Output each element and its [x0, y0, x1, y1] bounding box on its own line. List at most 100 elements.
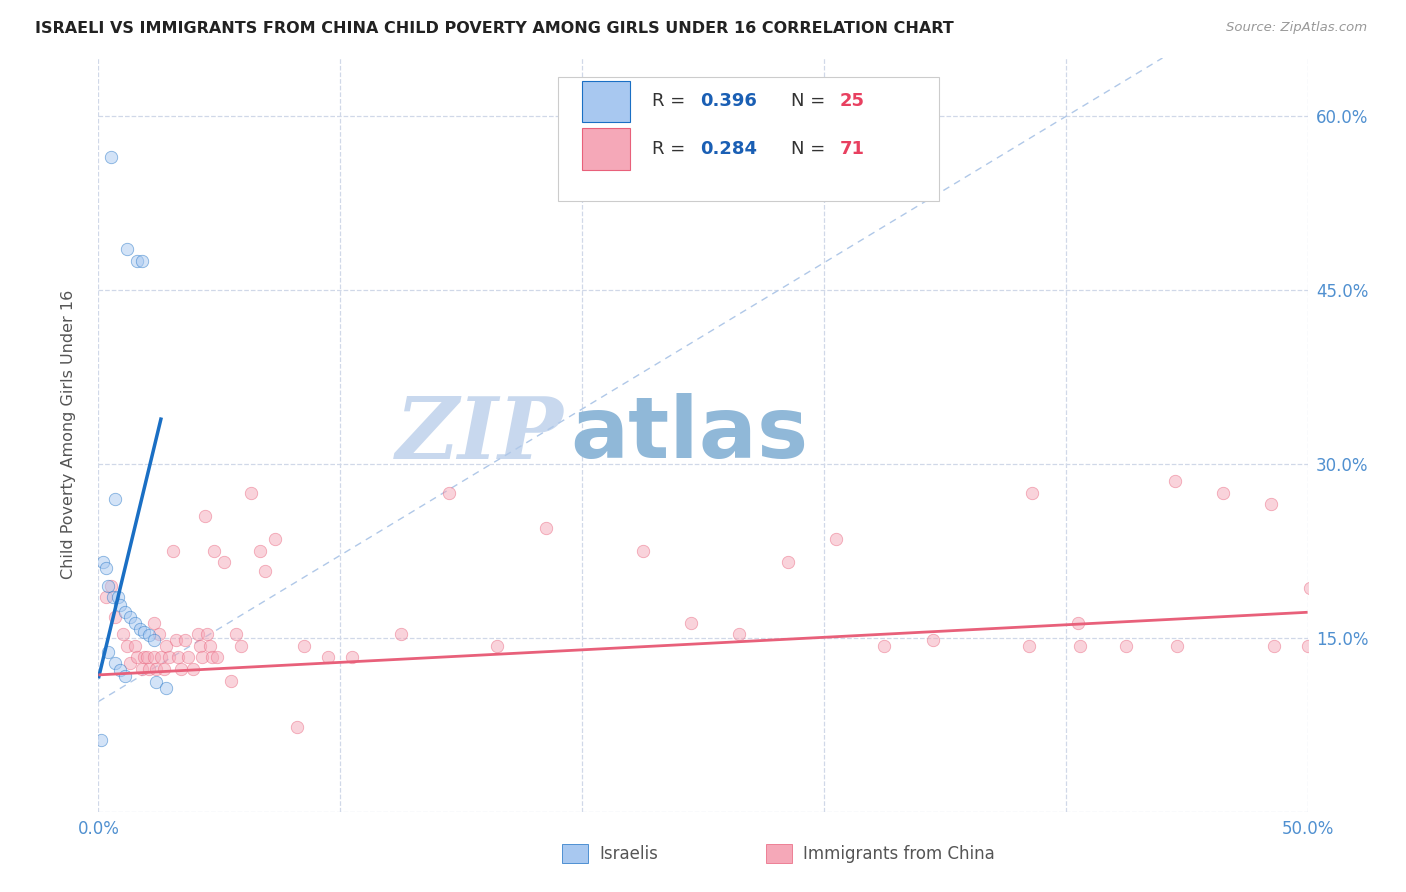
Point — [167, 650, 190, 665]
Text: 0.284: 0.284 — [700, 140, 758, 158]
Point — [389, 627, 412, 641]
Point — [225, 627, 247, 641]
Point — [249, 543, 271, 558]
Point — [174, 633, 197, 648]
Point — [1299, 581, 1322, 595]
Point — [134, 624, 156, 639]
Point — [229, 639, 252, 653]
Point — [100, 578, 122, 592]
Text: N =: N = — [792, 140, 831, 158]
Point — [204, 543, 226, 558]
Point — [1163, 475, 1185, 489]
Point — [776, 555, 799, 570]
Point — [1069, 639, 1091, 653]
Point — [1021, 485, 1043, 500]
Text: R =: R = — [652, 92, 692, 111]
Point — [104, 491, 127, 506]
Point — [128, 622, 150, 636]
Point — [107, 591, 129, 605]
Point — [195, 627, 218, 641]
Point — [177, 650, 200, 665]
Point — [118, 610, 141, 624]
Point — [111, 627, 134, 641]
Point — [104, 657, 127, 671]
Point — [1067, 615, 1090, 630]
Point — [1260, 498, 1282, 512]
Text: Source: ZipAtlas.com: Source: ZipAtlas.com — [1226, 21, 1367, 35]
Point — [127, 650, 149, 665]
Point — [873, 639, 896, 653]
Point — [1166, 639, 1188, 653]
Point — [108, 663, 131, 677]
Point — [145, 674, 167, 689]
Text: ISRAELI VS IMMIGRANTS FROM CHINA CHILD POVERTY AMONG GIRLS UNDER 16 CORRELATION : ISRAELI VS IMMIGRANTS FROM CHINA CHILD P… — [35, 21, 953, 37]
Point — [148, 627, 170, 641]
Point — [285, 720, 308, 734]
Y-axis label: Child Poverty Among Girls Under 16: Child Poverty Among Girls Under 16 — [62, 290, 76, 580]
Point — [100, 150, 122, 164]
Point — [165, 633, 187, 648]
Point — [131, 662, 153, 676]
Point — [90, 732, 112, 747]
Point — [124, 615, 146, 630]
Point — [104, 610, 127, 624]
FancyBboxPatch shape — [558, 77, 939, 202]
Point — [1115, 639, 1137, 653]
Point — [97, 645, 120, 659]
Point — [212, 555, 235, 570]
Point — [108, 599, 131, 613]
Point — [437, 485, 460, 500]
Point — [221, 673, 243, 688]
Point — [94, 561, 117, 575]
Point — [181, 662, 204, 676]
Point — [631, 543, 654, 558]
Point — [194, 508, 217, 523]
Point — [145, 662, 167, 676]
Point — [143, 615, 166, 630]
Point — [201, 650, 224, 665]
Point — [191, 650, 214, 665]
Point — [1018, 639, 1040, 653]
Point — [114, 605, 136, 619]
Point — [101, 591, 124, 605]
Point — [292, 639, 315, 653]
Point — [94, 591, 117, 605]
Point — [97, 578, 120, 592]
Point — [679, 615, 702, 630]
Point — [150, 650, 173, 665]
Point — [264, 532, 287, 546]
Point — [825, 532, 848, 546]
Text: ZIP: ZIP — [396, 393, 564, 476]
Point — [138, 662, 160, 676]
Point — [138, 628, 160, 642]
Point — [316, 650, 339, 665]
Point — [1296, 639, 1319, 653]
Point — [127, 253, 149, 268]
Bar — [582, 128, 630, 169]
Bar — [582, 80, 630, 122]
Point — [1212, 485, 1234, 500]
Point — [131, 253, 153, 268]
Point — [205, 650, 228, 665]
Text: Immigrants from China: Immigrants from China — [803, 845, 994, 863]
Point — [117, 242, 139, 257]
Text: 71: 71 — [839, 140, 865, 158]
Point — [254, 564, 277, 578]
Point — [534, 521, 557, 535]
Point — [187, 627, 209, 641]
Text: Israelis: Israelis — [599, 845, 658, 863]
Point — [134, 650, 156, 665]
Point — [239, 485, 262, 500]
Text: atlas: atlas — [569, 393, 808, 476]
Point — [198, 639, 221, 653]
Point — [143, 650, 166, 665]
Point — [155, 681, 177, 695]
Point — [486, 639, 509, 653]
Point — [155, 639, 177, 653]
Point — [921, 633, 943, 648]
Point — [1263, 639, 1285, 653]
Text: 0.396: 0.396 — [700, 92, 758, 111]
Text: N =: N = — [792, 92, 831, 111]
Point — [135, 650, 157, 665]
Point — [152, 662, 174, 676]
